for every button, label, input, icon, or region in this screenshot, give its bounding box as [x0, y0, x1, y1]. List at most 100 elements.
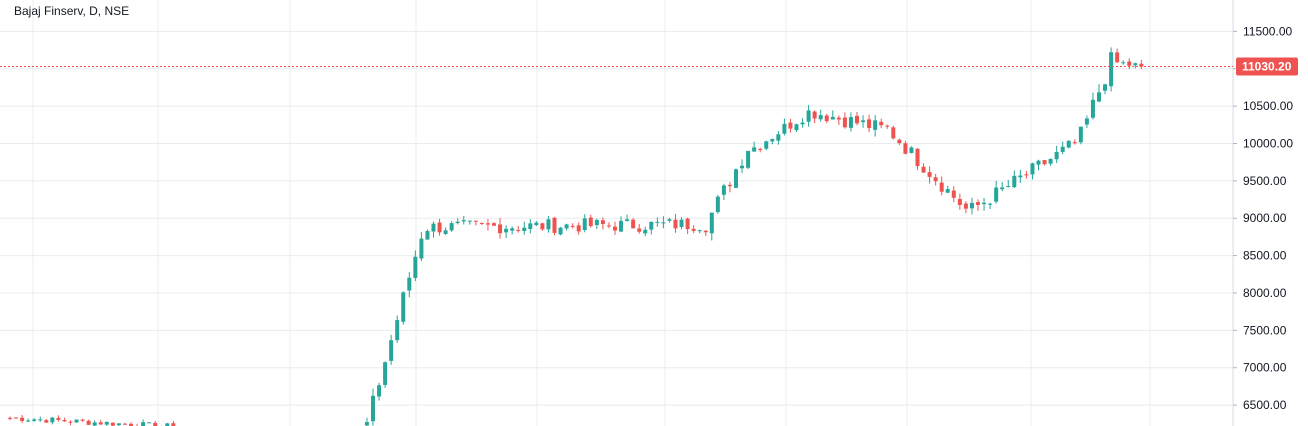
- candle: [867, 114, 872, 133]
- candle-body: [746, 150, 751, 168]
- candle-body: [389, 340, 394, 361]
- candle-body: [44, 420, 49, 423]
- candle-body: [1066, 140, 1071, 148]
- candle: [552, 217, 557, 236]
- candle: [812, 110, 817, 124]
- candle: [625, 214, 630, 222]
- candle: [136, 423, 138, 426]
- candle: [994, 180, 999, 204]
- candle: [498, 218, 503, 239]
- candle: [467, 220, 472, 225]
- candle: [915, 148, 920, 171]
- candle: [377, 382, 382, 401]
- candle-body: [419, 238, 424, 259]
- candle-body: [504, 228, 509, 233]
- candle-body: [788, 122, 793, 129]
- candle-body: [534, 222, 539, 226]
- candle: [8, 416, 12, 421]
- candle-body: [613, 226, 617, 231]
- candle: [951, 186, 956, 203]
- candle: [1000, 182, 1005, 192]
- candle-body: [661, 222, 666, 224]
- candle-body: [1036, 160, 1041, 165]
- candle-body: [443, 230, 448, 234]
- candle: [897, 138, 902, 146]
- candle-body: [915, 148, 920, 167]
- candle: [122, 422, 127, 425]
- candle-body: [1054, 151, 1059, 160]
- candle: [1054, 145, 1059, 164]
- candle: [1006, 179, 1011, 188]
- y-tick-label: 9000.00: [1243, 211, 1287, 225]
- candle: [818, 109, 823, 122]
- candle: [606, 222, 611, 229]
- candle-body: [522, 227, 527, 232]
- candle-body: [80, 419, 85, 421]
- candle: [570, 223, 575, 229]
- candle: [419, 232, 424, 262]
- candle: [1048, 158, 1053, 166]
- candle: [836, 115, 841, 126]
- y-tick-label: 9500.00: [1243, 174, 1287, 188]
- candle-body: [957, 198, 962, 205]
- candle-body: [467, 220, 472, 222]
- candle-body: [364, 422, 369, 426]
- candle-body: [395, 320, 400, 341]
- candle: [1139, 59, 1144, 70]
- candle-body: [1115, 52, 1120, 63]
- candle-body: [56, 417, 61, 420]
- candle: [20, 414, 25, 423]
- candle-body: [147, 422, 152, 424]
- candle: [879, 118, 884, 129]
- candle-body: [994, 187, 999, 202]
- candle: [26, 418, 31, 423]
- candle: [80, 418, 85, 422]
- candle-body: [552, 217, 557, 233]
- candle: [1030, 162, 1035, 180]
- candle-body: [528, 223, 533, 229]
- candle: [613, 221, 617, 235]
- candle-body: [1048, 159, 1053, 164]
- candle: [667, 217, 672, 223]
- candle-body: [812, 111, 817, 119]
- candle-body: [679, 219, 684, 228]
- candle: [631, 217, 636, 229]
- candle-body: [764, 141, 769, 149]
- candle-body: [824, 115, 829, 122]
- candle: [431, 221, 436, 238]
- candle-body: [1109, 52, 1114, 87]
- candle-body: [988, 203, 993, 205]
- candle-body: [848, 117, 853, 128]
- candle-body: [721, 185, 726, 195]
- candle-body: [425, 230, 430, 240]
- candle-body: [830, 116, 835, 120]
- candle: [1018, 169, 1023, 183]
- candle-body: [413, 256, 418, 278]
- candle: [764, 140, 769, 151]
- candle: [939, 176, 944, 196]
- candle: [510, 226, 515, 235]
- candle: [1078, 126, 1083, 145]
- candle: [673, 213, 678, 233]
- candle: [582, 214, 587, 233]
- candle: [407, 272, 412, 298]
- candle-body: [976, 202, 980, 205]
- candle: [473, 220, 478, 226]
- chart-title: Bajaj Finserv, D, NSE: [14, 4, 129, 18]
- candle: [976, 199, 980, 211]
- candle-body: [455, 221, 460, 224]
- candle-body: [836, 117, 841, 120]
- candle-body: [122, 423, 127, 425]
- candle: [921, 163, 926, 174]
- candle: [44, 419, 49, 424]
- candle-body: [62, 420, 67, 422]
- candle: [873, 115, 878, 137]
- candle: [383, 361, 388, 388]
- y-tick-label: 6500.00: [1243, 398, 1287, 412]
- candle-body: [141, 422, 146, 426]
- candle: [165, 422, 170, 426]
- candle: [788, 118, 793, 133]
- candle-body: [734, 169, 738, 188]
- candle: [891, 125, 896, 140]
